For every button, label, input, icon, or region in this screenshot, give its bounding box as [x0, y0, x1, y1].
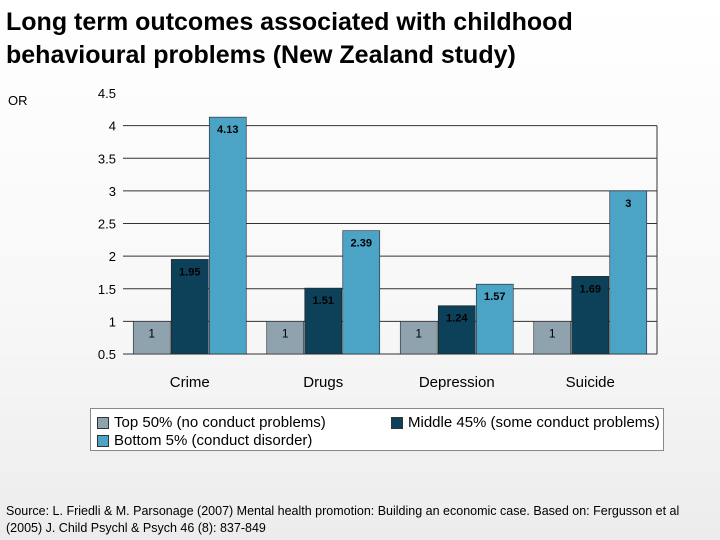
value-labels: 1 1.95 4.13 1 1.51 2.39 1 1.24 1.57 1 1.69 3	[148, 124, 631, 340]
source-citation: Source: L. Friedli & M. Parsonage (2007)…	[6, 504, 680, 535]
bar-drugs-s0	[266, 321, 305, 355]
data-label: 1	[282, 326, 289, 340]
bar-depression-s1	[437, 305, 476, 355]
data-label: 3	[625, 198, 631, 210]
legend-item-top: Top 50% (no conduct problems)	[97, 414, 326, 431]
y-axis-label: OR	[8, 93, 28, 108]
legend-item-middle: Middle 45% (some conduct problems)	[391, 414, 660, 431]
bar-crime-s0	[132, 321, 171, 355]
data-label: 1.51	[313, 295, 334, 307]
bar-suicide-s2	[609, 190, 648, 355]
data-label: 1.95	[179, 266, 200, 278]
bar-depression-s2	[475, 283, 514, 355]
bar-crime-s2	[208, 116, 247, 355]
x-tick-label-drugs: Drugs	[303, 374, 343, 391]
y-tick-label: 2.5	[98, 217, 116, 232]
bar-drugs-s2	[342, 230, 381, 355]
y-tick-label: 1	[109, 314, 116, 329]
data-label: 1	[415, 326, 422, 340]
y-tick-label: 1.5	[98, 282, 116, 297]
data-label: 1.24	[446, 313, 468, 325]
x-tick-label-crime: Crime	[170, 374, 210, 391]
page-title: Long term outcomes associated with child…	[6, 8, 573, 69]
bar-drugs-s1	[304, 287, 343, 355]
x-tick-label-suicide: Suicide	[566, 374, 615, 391]
bar-suicide-s1	[571, 276, 610, 355]
legend-swatch-bottom	[97, 434, 109, 447]
legend-swatch-top	[97, 416, 109, 429]
bars	[132, 116, 648, 355]
data-label: 1.57	[484, 291, 505, 303]
y-tick-label: 3.5	[98, 151, 116, 166]
y-tick-label: 3	[109, 184, 116, 199]
y-tick-label: 4	[109, 119, 116, 134]
bar-depression-s0	[399, 321, 438, 355]
y-tick-label: 4.5	[98, 86, 116, 101]
legend-label-middle: Middle 45% (some conduct problems)	[408, 414, 660, 431]
y-tick-labels: 4.5 4 3.5 3 2.5 2 1.5 1 0.5	[98, 86, 116, 362]
legend-swatch-middle	[391, 416, 403, 429]
data-label: 1	[549, 326, 556, 340]
bar-chart: 4.543.532.521.510.5 11.954.1311.512.3911…	[98, 86, 658, 391]
legend-item-bottom: Bottom 5% (conduct disorder)	[97, 432, 312, 449]
y-tick-label: 0.5	[98, 347, 116, 362]
legend-label-bottom: Bottom 5% (conduct disorder)	[114, 432, 313, 449]
legend-label-top: Top 50% (no conduct problems)	[114, 414, 326, 431]
x-tick-label-depression: Depression	[419, 374, 495, 391]
x-tick-labels: Crime Drugs Depression Suicide	[170, 374, 615, 391]
data-label: 4.13	[217, 124, 238, 136]
y-tick-label: 2	[109, 249, 116, 264]
data-label: 1	[148, 326, 155, 340]
data-label: 1.69	[580, 283, 601, 295]
bar-suicide-s0	[533, 321, 572, 355]
legend: Top 50% (no conduct problems) Middle 45%…	[90, 408, 664, 451]
data-label: 2.39	[351, 238, 372, 250]
bar-crime-s1	[170, 259, 209, 355]
